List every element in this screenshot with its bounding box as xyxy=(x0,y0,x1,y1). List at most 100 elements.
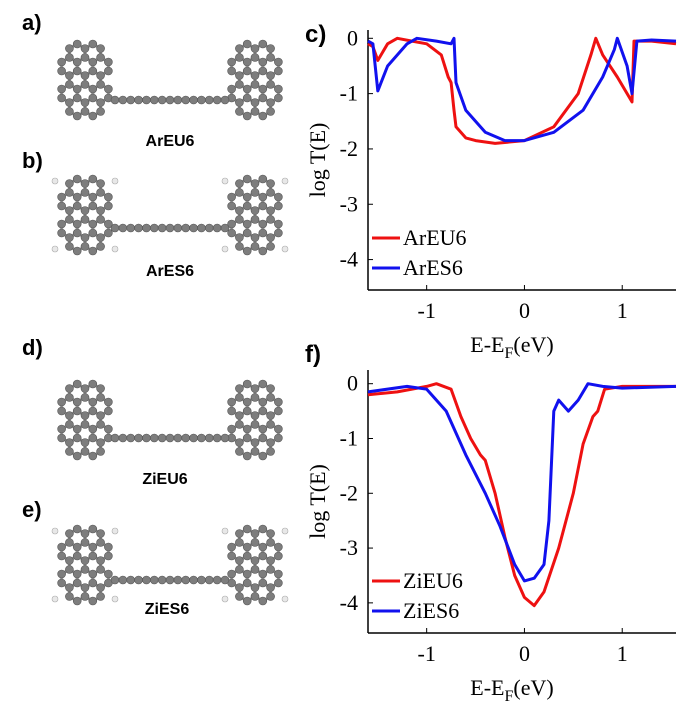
atom xyxy=(267,584,275,592)
atom xyxy=(221,96,229,104)
atom xyxy=(235,448,243,456)
atom xyxy=(58,202,66,210)
atom xyxy=(89,94,97,102)
atom xyxy=(65,448,73,456)
atom xyxy=(259,597,267,605)
atom xyxy=(243,247,251,255)
atom xyxy=(89,597,97,605)
atom xyxy=(174,224,182,232)
atom xyxy=(243,452,251,460)
y-tick-label: -2 xyxy=(340,136,358,161)
atom xyxy=(65,584,73,592)
atom xyxy=(243,398,251,406)
atom xyxy=(228,407,236,415)
atom xyxy=(73,220,81,228)
atom xyxy=(135,96,143,104)
atom xyxy=(235,243,243,251)
y-tick-label: -2 xyxy=(340,480,358,505)
atom xyxy=(119,434,127,442)
atom xyxy=(65,45,73,53)
atom xyxy=(135,224,143,232)
atom xyxy=(81,45,89,53)
atom xyxy=(243,202,251,210)
atom xyxy=(274,58,282,66)
x-tick-label: -1 xyxy=(418,298,436,323)
atom xyxy=(73,452,81,460)
atom xyxy=(111,96,119,104)
series-line xyxy=(368,384,676,581)
atom xyxy=(251,593,259,601)
panel-label: b) xyxy=(22,148,43,173)
atom xyxy=(228,229,236,237)
atom xyxy=(228,552,236,560)
atom xyxy=(135,576,143,584)
x-label-main: E-E xyxy=(470,675,504,700)
atom xyxy=(97,539,105,547)
y-tick-label: -1 xyxy=(340,81,358,106)
atom xyxy=(274,398,282,406)
atom xyxy=(235,557,243,565)
y-axis-label: log T(E) xyxy=(305,464,330,539)
atom xyxy=(142,96,150,104)
atom xyxy=(89,425,97,433)
atom xyxy=(73,425,81,433)
atom xyxy=(81,234,89,242)
panel-label: d) xyxy=(22,335,43,360)
atom xyxy=(73,94,81,102)
atom xyxy=(104,570,112,578)
atom xyxy=(174,576,182,584)
atom xyxy=(235,99,243,107)
atom xyxy=(73,570,81,578)
atom xyxy=(89,452,97,460)
atom xyxy=(97,421,105,429)
atom xyxy=(89,40,97,48)
atom xyxy=(104,202,112,210)
atom xyxy=(267,557,275,565)
atom xyxy=(251,216,259,224)
atom xyxy=(97,108,105,116)
atom xyxy=(89,552,97,560)
atom xyxy=(158,96,166,104)
atom xyxy=(58,398,66,406)
atom xyxy=(267,54,275,62)
atom xyxy=(251,539,259,547)
atom xyxy=(97,234,105,242)
atom xyxy=(81,99,89,107)
atom xyxy=(243,380,251,388)
atom xyxy=(197,224,205,232)
atom xyxy=(73,525,81,533)
atom xyxy=(81,557,89,565)
atom xyxy=(267,234,275,242)
atom xyxy=(65,421,73,429)
atom xyxy=(97,45,105,53)
atom xyxy=(142,434,150,442)
atom xyxy=(267,189,275,197)
atom xyxy=(81,412,89,420)
molecule xyxy=(58,380,283,460)
atom xyxy=(228,425,236,433)
atom xyxy=(259,220,267,228)
atom xyxy=(259,67,267,75)
atom xyxy=(197,96,205,104)
atom xyxy=(89,407,97,415)
atom xyxy=(166,576,174,584)
atom xyxy=(228,202,236,210)
atom xyxy=(235,412,243,420)
atom xyxy=(251,108,259,116)
atom xyxy=(259,112,267,120)
atom xyxy=(205,576,213,584)
atom xyxy=(205,224,213,232)
atom xyxy=(89,67,97,75)
atom xyxy=(259,434,267,442)
atom xyxy=(251,81,259,89)
molecule-name: ZiES6 xyxy=(145,601,190,618)
atom xyxy=(274,220,282,228)
chart-title: f) xyxy=(305,341,321,368)
atom xyxy=(274,579,282,587)
chart-title: c) xyxy=(305,21,326,48)
atom xyxy=(228,85,236,93)
atom xyxy=(221,224,229,232)
atom xyxy=(73,112,81,120)
atom xyxy=(89,380,97,388)
atom xyxy=(243,229,251,237)
